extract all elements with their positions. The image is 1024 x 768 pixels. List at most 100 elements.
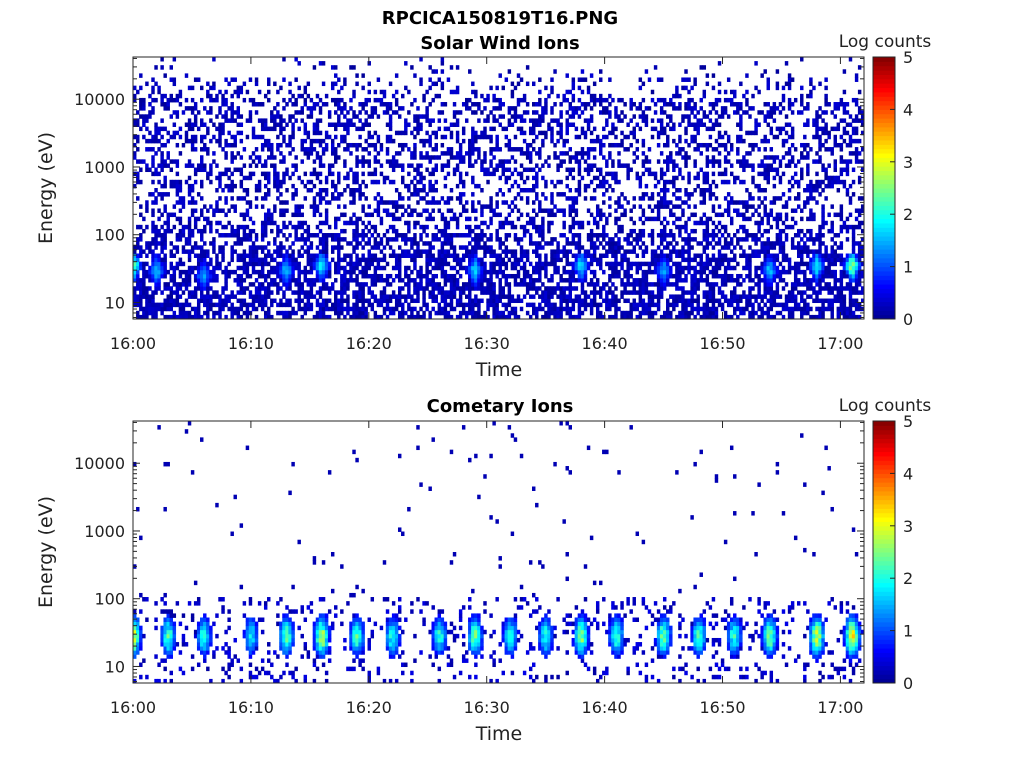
heatmap-cell bbox=[230, 245, 234, 250]
heatmap-cell bbox=[157, 306, 161, 312]
heatmap-cell bbox=[160, 306, 164, 312]
heatmap-cell bbox=[599, 208, 603, 213]
heatmap-cell bbox=[175, 294, 180, 299]
heatmap-cell bbox=[263, 138, 268, 144]
heatmap-cell bbox=[209, 224, 213, 230]
heatmap-cell bbox=[513, 147, 518, 152]
heatmap-cell bbox=[282, 138, 286, 144]
heatmap-cell bbox=[193, 200, 198, 205]
heatmap-cell bbox=[169, 114, 173, 119]
heatmap-cell bbox=[431, 253, 435, 258]
heatmap-cell bbox=[659, 286, 664, 291]
heatmap-cell bbox=[507, 273, 512, 279]
heatmap-cell bbox=[154, 126, 158, 132]
heatmap-cell bbox=[437, 77, 442, 82]
heatmap-cell bbox=[687, 122, 691, 127]
heatmap-cell bbox=[659, 122, 664, 127]
heatmap-cell bbox=[352, 110, 356, 115]
heatmap-cell bbox=[541, 298, 545, 304]
heatmap-cell bbox=[553, 212, 557, 218]
heatmap-cell bbox=[565, 175, 569, 181]
heatmap-cell bbox=[230, 155, 234, 160]
heatmap-cell bbox=[136, 257, 140, 263]
heatmap-cell bbox=[142, 286, 146, 291]
heatmap-cell bbox=[312, 282, 317, 287]
heatmap-cell bbox=[504, 77, 509, 82]
heatmap-cell bbox=[303, 220, 308, 226]
heatmap-cell bbox=[285, 310, 289, 316]
heatmap-cell bbox=[318, 200, 323, 205]
heatmap-cell bbox=[169, 302, 173, 308]
heatmap-cell bbox=[373, 224, 378, 230]
heatmap-cell bbox=[206, 286, 210, 291]
heatmap-cell bbox=[382, 310, 387, 316]
heatmap-cell bbox=[267, 249, 271, 254]
heatmap-cell bbox=[577, 85, 582, 91]
heatmap-cell bbox=[236, 314, 241, 320]
heatmap-cell bbox=[559, 233, 563, 238]
heatmap-cell bbox=[297, 269, 301, 275]
heatmap-cell bbox=[455, 138, 460, 144]
heatmap-cell bbox=[602, 253, 606, 258]
heatmap-cell bbox=[187, 302, 192, 308]
heatmap-cell bbox=[288, 302, 292, 308]
heatmap-cell bbox=[404, 122, 408, 127]
heatmap-cell bbox=[251, 126, 256, 132]
heatmap-cell bbox=[318, 286, 323, 291]
heatmap-cell bbox=[528, 282, 533, 287]
heatmap-cell bbox=[614, 216, 618, 222]
heatmap-cell bbox=[355, 81, 359, 87]
heatmap-cell bbox=[273, 175, 277, 181]
heatmap-cell bbox=[425, 257, 429, 263]
heatmap-cell bbox=[361, 106, 365, 111]
heatmap-cell bbox=[239, 253, 244, 258]
heatmap-cell bbox=[273, 106, 277, 111]
heatmap-cell bbox=[212, 245, 216, 250]
heatmap-cell bbox=[440, 110, 445, 115]
heatmap-cell bbox=[172, 282, 177, 287]
heatmap-cell bbox=[230, 302, 234, 308]
heatmap-cell bbox=[227, 175, 231, 181]
heatmap-cell bbox=[324, 188, 329, 193]
heatmap-cell bbox=[288, 278, 292, 283]
heatmap-cell bbox=[230, 188, 234, 193]
heatmap-cell bbox=[133, 97, 137, 103]
heatmap-cell bbox=[394, 233, 399, 238]
heatmap-cell bbox=[644, 167, 649, 173]
heatmap-cell bbox=[160, 142, 164, 148]
heatmap-cell bbox=[696, 286, 700, 291]
heatmap-cell bbox=[379, 241, 384, 246]
heatmap-cell bbox=[626, 310, 630, 316]
heatmap-cell bbox=[644, 192, 649, 197]
heatmap-cell bbox=[416, 286, 420, 291]
heatmap-cell bbox=[203, 204, 207, 209]
heatmap-cell bbox=[273, 257, 277, 263]
heatmap-cell bbox=[635, 106, 640, 111]
heatmap-cell bbox=[465, 286, 469, 291]
heatmap-cell bbox=[358, 286, 362, 291]
heatmap-cell bbox=[181, 302, 186, 308]
heatmap-cell bbox=[678, 228, 682, 234]
heatmap-cell bbox=[580, 77, 585, 82]
heatmap-cell bbox=[148, 294, 152, 299]
heatmap-cell bbox=[446, 159, 451, 164]
heatmap-cell bbox=[160, 93, 164, 99]
heatmap-cell bbox=[260, 302, 265, 308]
heatmap-cell bbox=[614, 310, 618, 316]
heatmap-cell bbox=[330, 122, 335, 127]
heatmap-cell bbox=[358, 298, 362, 304]
heatmap-cell bbox=[175, 282, 180, 287]
heatmap-cell bbox=[428, 257, 432, 263]
heatmap-cell bbox=[242, 290, 247, 295]
heatmap-cell bbox=[136, 302, 140, 308]
heatmap-cell bbox=[690, 192, 694, 197]
heatmap-cell bbox=[535, 314, 539, 320]
heatmap-cell bbox=[169, 253, 173, 258]
heatmap-cell bbox=[227, 167, 231, 173]
heatmap-cell bbox=[580, 220, 585, 226]
heatmap-cell bbox=[662, 188, 667, 193]
heatmap-cell bbox=[303, 147, 308, 152]
heatmap-cell bbox=[458, 179, 463, 185]
heatmap-cell bbox=[270, 298, 274, 304]
heatmap-cell bbox=[550, 253, 554, 258]
